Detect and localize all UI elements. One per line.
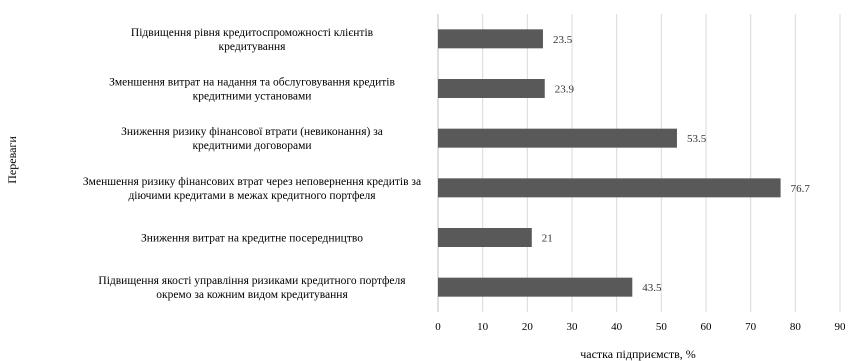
category-label-line: Зменшення ризику фінансових втрат через … [83, 176, 421, 188]
category-labels: Підвищення рівня кредитоспроможності клі… [83, 27, 421, 301]
category-label: Зменшення ризику фінансових втрат через … [83, 176, 421, 202]
gridlines [437, 14, 841, 312]
x-tick-label: 90 [835, 321, 847, 333]
data-label: 23.9 [555, 84, 575, 96]
bar [438, 228, 532, 247]
category-label-line: окремо за кожним видом кредитування [156, 289, 348, 301]
x-tick-label: 70 [745, 321, 757, 333]
x-tick-label: 10 [477, 321, 489, 333]
x-tick-label: 60 [701, 321, 713, 333]
category-label-line: кредитними установами [193, 91, 312, 103]
category-label-line: Підвищення рівня кредитоспроможності клі… [131, 27, 374, 39]
category-label-line: кредитними договорами [192, 140, 311, 152]
category-label-line: Зменшення витрат на надання та обслугову… [109, 77, 395, 89]
bars [438, 29, 781, 297]
bar [438, 128, 677, 148]
category-label: Зниження витрат на кредитне посередництв… [141, 233, 363, 245]
category-label: Зменшення витрат на надання та обслугову… [109, 77, 395, 103]
category-label-line: діючими кредитами в межах кредитного пор… [128, 190, 376, 202]
x-tick-labels: 0 10 20 30 40 50 60 70 80 90 [435, 321, 846, 333]
category-label-line: Зниження витрат на кредитне посередництв… [141, 233, 363, 245]
data-label: 23.5 [553, 34, 573, 46]
x-tick-label: 80 [790, 321, 802, 333]
data-label: 21 [542, 233, 553, 245]
x-tick-label: 30 [567, 321, 579, 333]
x-tick-label: 40 [611, 321, 623, 333]
x-tick-label: 20 [522, 321, 534, 333]
x-tick-label: 0 [435, 321, 441, 333]
bar [438, 79, 545, 98]
category-label-line: Підвищення якості управління ризиками кр… [98, 275, 406, 287]
category-label-line: Зниження ризику фінансової втрати (невик… [121, 126, 383, 138]
bar [438, 277, 633, 297]
data-labels: 23.5 23.9 53.5 76.7 21 43.5 [542, 34, 811, 294]
data-label: 53.5 [687, 133, 707, 145]
x-axis-title: частка підприємств, % [580, 347, 696, 361]
bar [438, 178, 781, 198]
bar [438, 29, 543, 49]
category-label: Підвищення якості управління ризиками кр… [98, 275, 406, 301]
category-label: Зниження ризику фінансової втрати (невик… [121, 126, 383, 152]
category-label: Підвищення рівня кредитоспроможності клі… [131, 27, 374, 53]
data-label: 76.7 [791, 183, 811, 195]
y-axis-title: Переваги [5, 136, 19, 184]
x-tick-label: 50 [656, 321, 668, 333]
category-label-line: кредитування [219, 41, 287, 53]
data-label: 43.5 [642, 282, 662, 294]
